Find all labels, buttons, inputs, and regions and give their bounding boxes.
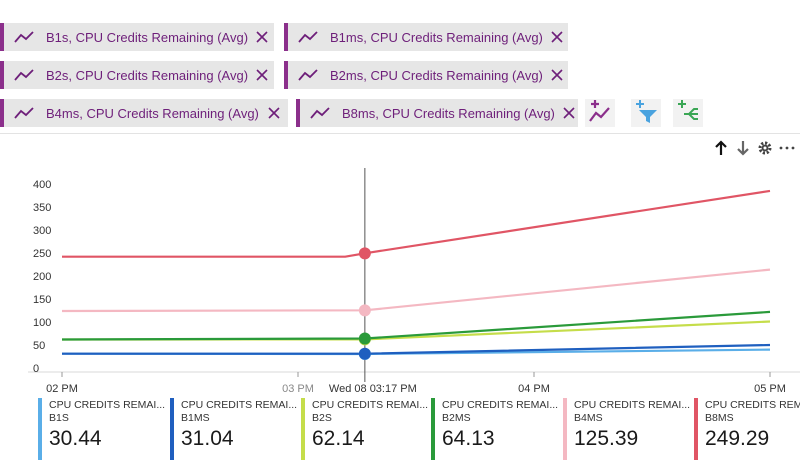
legend-item-b2s[interactable]: CPU CREDITS REMAI... B2S 62.14: [301, 398, 429, 460]
y-tick-label: 150: [33, 294, 51, 306]
close-icon[interactable]: [267, 104, 282, 122]
series-line-b8ms: [62, 189, 771, 258]
arrow-up-icon[interactable]: [712, 139, 730, 157]
line-chart-icon: [310, 106, 332, 120]
add-filter-button[interactable]: [631, 99, 661, 127]
more-icon[interactable]: [778, 139, 796, 157]
y-tick-label: 350: [33, 202, 51, 214]
metric-pill-label: B1ms, CPU Credits Remaining (Avg): [330, 29, 543, 45]
y-tick-label: 300: [33, 225, 51, 237]
metric-pill-label: B2s, CPU Credits Remaining (Avg): [46, 67, 249, 83]
line-chart-icon: [14, 68, 36, 82]
legend-metric: CPU CREDITS REMAI...: [181, 399, 298, 411]
metric-pill-b1ms[interactable]: B1ms, CPU Credits Remaining (Avg): [284, 23, 568, 51]
legend-series-name: B1MS: [181, 412, 210, 424]
metric-pill-b8ms[interactable]: B8ms, CPU Credits Remaining (Avg): [296, 99, 578, 127]
toolbar-divider: [0, 133, 800, 134]
y-tick-label: 100: [33, 317, 51, 329]
y-tick-label: 400: [33, 179, 51, 191]
legend-value: 249.29: [705, 427, 770, 450]
metric-pill-label: B2ms, CPU Credits Remaining (Avg): [330, 67, 543, 83]
x-tick-label: 05 PM: [754, 383, 786, 395]
legend-metric: CPU CREDITS REMAI...: [705, 399, 800, 411]
legend-value: 64.13: [442, 427, 495, 450]
cursor-point-b4ms: [358, 304, 371, 317]
metric-pill-label: B4ms, CPU Credits Remaining (Avg): [46, 105, 259, 121]
legend-metric: CPU CREDITS REMAI...: [574, 399, 691, 411]
cursor-time-label: Wed 08 03:17 PM: [329, 383, 417, 395]
legend-value: 30.44: [49, 427, 102, 450]
x-tick-label: 03 PM: [282, 383, 314, 395]
legend-item-b8ms[interactable]: CPU CREDITS REMAI... B8MS 249.29: [694, 398, 800, 460]
legend-series-name: B1S: [49, 412, 69, 424]
y-tick-label: 0: [33, 363, 39, 375]
close-icon[interactable]: [256, 28, 268, 46]
cursor-point-b2ms: [358, 332, 371, 345]
series-line-b1ms: [62, 343, 771, 355]
legend-metric: CPU CREDITS REMAI...: [442, 399, 559, 411]
line-chart-icon: [298, 68, 320, 82]
chart-legend: CPU CREDITS REMAI... B1S 30.44 CPU CREDI…: [0, 398, 800, 465]
legend-series-name: B2MS: [442, 412, 471, 424]
gear-icon[interactable]: [756, 139, 774, 157]
legend-item-b4ms[interactable]: CPU CREDITS REMAI... B4MS 125.39: [563, 398, 691, 460]
close-icon[interactable]: [256, 66, 268, 84]
apply-splitting-icon: [675, 98, 701, 129]
arrow-down-icon[interactable]: [734, 139, 752, 157]
add-metric-icon: [587, 98, 613, 129]
close-icon[interactable]: [563, 104, 575, 122]
legend-value: 125.39: [574, 427, 639, 450]
y-tick-label: 200: [33, 271, 51, 283]
metric-pill-label: B8ms, CPU Credits Remaining (Avg): [342, 105, 555, 121]
add-filter-icon: [633, 98, 659, 129]
cursor-point-b1ms: [358, 347, 371, 360]
y-tick-label: 50: [33, 340, 45, 352]
metric-pill-b2s[interactable]: B2s, CPU Credits Remaining (Avg): [0, 61, 274, 89]
legend-metric: CPU CREDITS REMAI...: [312, 399, 429, 411]
metric-pill-b1s[interactable]: B1s, CPU Credits Remaining (Avg): [0, 23, 274, 51]
metric-pill-label: B1s, CPU Credits Remaining (Avg): [46, 29, 249, 45]
legend-series-name: B4MS: [574, 412, 603, 424]
metric-pill-b2ms[interactable]: B2ms, CPU Credits Remaining (Avg): [284, 61, 568, 89]
legend-item-b1s[interactable]: CPU CREDITS REMAI... B1S 30.44: [38, 398, 166, 460]
legend-item-b1ms[interactable]: CPU CREDITS REMAI... B1MS 31.04: [170, 398, 298, 460]
line-chart-icon: [14, 106, 36, 120]
line-chart[interactable]: 0 50 100 150 200 250 300 350 400 02 PM 03 PM 04 PM…: [0, 160, 800, 400]
series-line-b2s: [61, 320, 771, 341]
x-tick-label: 04 PM: [518, 383, 550, 395]
y-tick-label: 250: [33, 248, 51, 260]
add-metric-button[interactable]: [585, 99, 615, 127]
line-chart-icon: [14, 30, 36, 44]
legend-series-name: B8MS: [705, 412, 734, 424]
cursor-point-b8ms: [358, 247, 371, 260]
legend-item-b2ms[interactable]: CPU CREDITS REMAI... B2MS 64.13: [431, 398, 559, 460]
chart-toolbar: [712, 138, 796, 158]
apply-splitting-button[interactable]: [673, 99, 703, 127]
close-icon[interactable]: [551, 28, 563, 46]
series-line-b4ms: [61, 268, 771, 313]
close-icon[interactable]: [551, 66, 563, 84]
metric-pill-b4ms[interactable]: B4ms, CPU Credits Remaining (Avg): [0, 99, 288, 127]
x-tick-label: 02 PM: [46, 383, 78, 395]
legend-metric: CPU CREDITS REMAI...: [49, 399, 166, 411]
line-chart-icon: [298, 30, 320, 44]
legend-value: 31.04: [181, 427, 234, 450]
legend-series-name: B2S: [312, 412, 332, 424]
legend-value: 62.14: [312, 427, 365, 450]
